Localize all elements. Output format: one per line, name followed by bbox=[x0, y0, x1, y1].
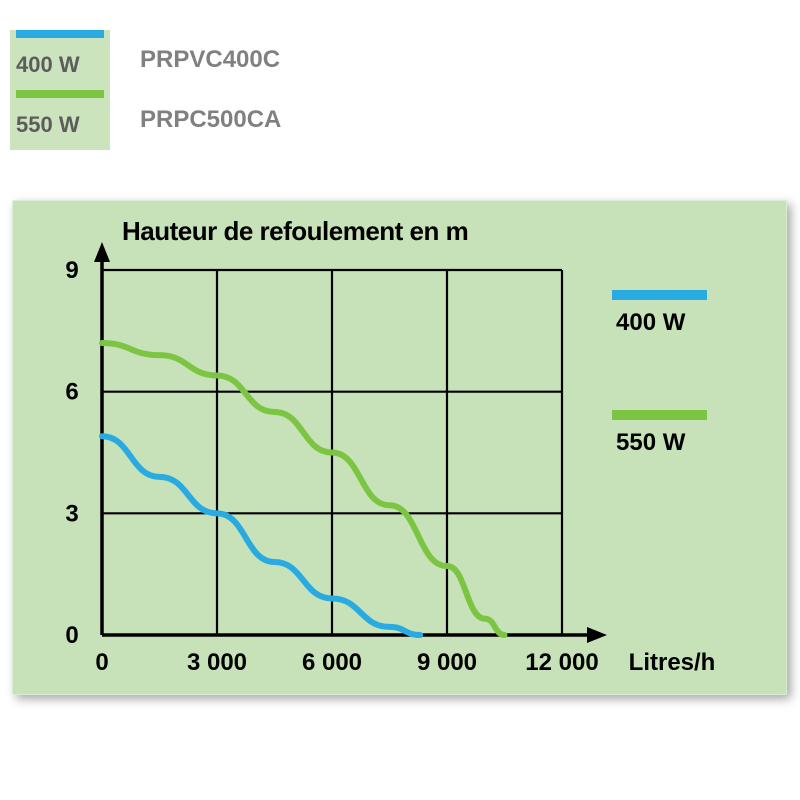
x-tick: 9 000 bbox=[417, 649, 477, 676]
y-tick: 9 bbox=[65, 257, 78, 284]
legend-swatch bbox=[612, 410, 707, 420]
legend-swatch bbox=[612, 290, 707, 300]
color-bar-icon bbox=[16, 90, 104, 98]
y-tick: 6 bbox=[65, 379, 78, 406]
series-550-W bbox=[102, 343, 505, 635]
product-code: PRPVC400C bbox=[140, 46, 280, 74]
x-tick: 12 000 bbox=[525, 649, 598, 676]
top-legend-row: 550 W PRPC500CA bbox=[10, 90, 281, 150]
top-product-legend: 400 W PRPVC400C 550 W PRPC500CA bbox=[10, 30, 281, 150]
wattage-text: 550 W bbox=[16, 112, 80, 138]
chart-svg: Hauteur de refoulement en m 0 3 6 9 0 3 000 6 0… bbox=[12, 200, 787, 695]
legend-label: 400 W bbox=[616, 309, 686, 336]
x-arrow-icon bbox=[587, 627, 607, 643]
top-legend-row: 400 W PRPVC400C bbox=[10, 30, 281, 90]
product-code: PRPC500CA bbox=[140, 106, 281, 134]
legend-label: 550 W bbox=[616, 429, 686, 456]
y-tick: 0 bbox=[65, 622, 78, 649]
wattage-swatch: 400 W bbox=[10, 30, 110, 90]
series-400-W bbox=[102, 436, 420, 635]
y-arrow-icon bbox=[94, 242, 110, 262]
color-bar-icon bbox=[16, 30, 104, 38]
wattage-text: 400 W bbox=[16, 52, 80, 78]
wattage-swatch: 550 W bbox=[10, 90, 110, 150]
pump-curve-chart: Hauteur de refoulement en m 0 3 6 9 0 3 000 6 0… bbox=[12, 200, 787, 695]
y-tick: 3 bbox=[65, 500, 78, 527]
x-tick: 0 bbox=[95, 649, 108, 676]
chart-title: Hauteur de refoulement en m bbox=[122, 216, 468, 246]
x-tick: 6 000 bbox=[302, 649, 362, 676]
x-tick: 3 000 bbox=[187, 649, 247, 676]
x-axis-label: Litres/h bbox=[629, 649, 716, 676]
